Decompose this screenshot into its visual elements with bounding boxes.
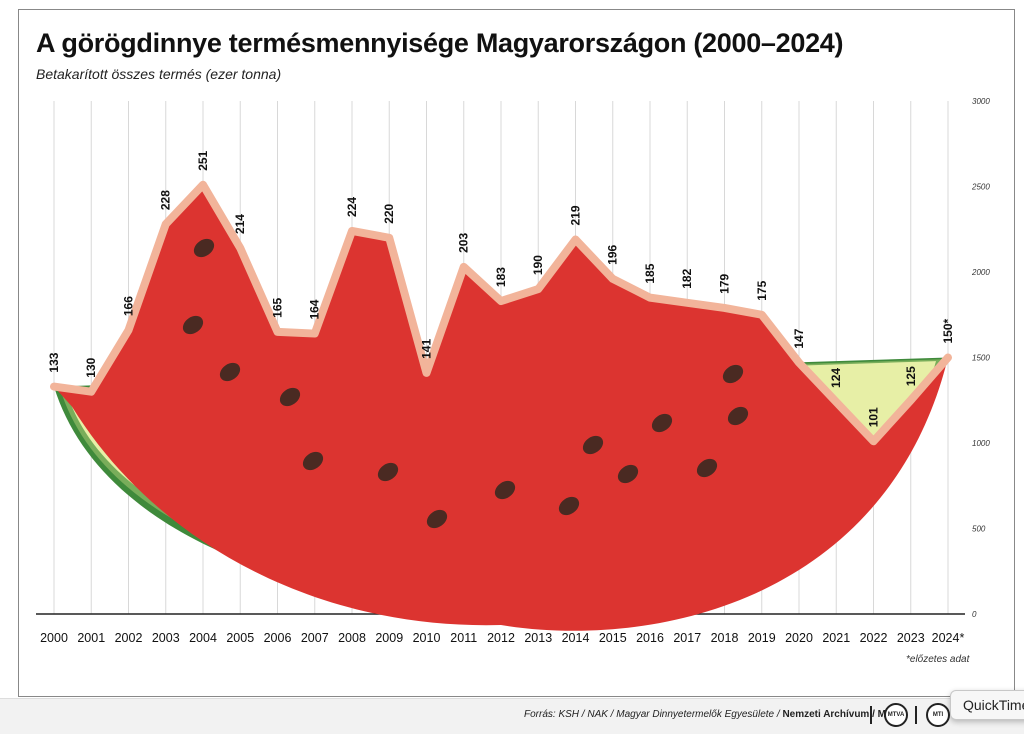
x-tick-label: 2008 bbox=[338, 631, 366, 645]
data-label: 133 bbox=[47, 352, 61, 372]
data-label: 220 bbox=[382, 203, 396, 223]
x-tick-label: 2009 bbox=[375, 631, 403, 645]
x-tick-label: 2016 bbox=[636, 631, 664, 645]
seed-icon bbox=[302, 451, 324, 471]
data-label: 214 bbox=[233, 214, 247, 234]
y-tick-label: 1500 bbox=[972, 354, 990, 363]
x-tick-label: 2018 bbox=[711, 631, 739, 645]
series-line bbox=[50, 180, 952, 446]
seed-icon bbox=[494, 480, 516, 500]
data-label: 224 bbox=[345, 197, 359, 217]
seed-icon bbox=[193, 238, 215, 258]
x-tick-label: 2006 bbox=[264, 631, 292, 645]
source-text: Forrás: KSH / NAK / Magyar Dinnyetermelő… bbox=[524, 709, 783, 720]
source-credit: Forrás: KSH / NAK / Magyar Dinnyetermelő… bbox=[524, 709, 895, 720]
data-label: 182 bbox=[680, 268, 694, 288]
x-tick-label: 2012 bbox=[487, 631, 515, 645]
x-tick-label: 2000 bbox=[40, 631, 68, 645]
preliminary-data-footnote: *előzetes adat bbox=[906, 654, 970, 665]
x-tick-label: 2020 bbox=[785, 631, 813, 645]
data-label: 101 bbox=[867, 407, 881, 427]
data-label: 130 bbox=[84, 357, 98, 377]
x-tick-label: 2007 bbox=[301, 631, 329, 645]
data-label: 203 bbox=[457, 233, 471, 253]
quicktime-tooltip: QuickTime bbox=[950, 690, 1024, 720]
seed-icon bbox=[219, 362, 241, 382]
data-label: 125 bbox=[904, 366, 918, 386]
x-tick-label: 2019 bbox=[748, 631, 776, 645]
x-tick-label: 2022 bbox=[860, 631, 888, 645]
x-tick-label: 2003 bbox=[152, 631, 180, 645]
x-tick-label: 2021 bbox=[822, 631, 850, 645]
x-tick-label: 2002 bbox=[115, 631, 143, 645]
x-tick-label: 2001 bbox=[77, 631, 105, 645]
y-tick-label: 2500 bbox=[971, 183, 990, 192]
x-tick-label: 2013 bbox=[524, 631, 552, 645]
data-label: 166 bbox=[122, 296, 136, 316]
flesh-area bbox=[54, 184, 948, 631]
y-tick-label: 2000 bbox=[971, 268, 990, 277]
data-label: 183 bbox=[494, 267, 508, 287]
seed-icon bbox=[426, 509, 448, 529]
data-label: 164 bbox=[308, 299, 322, 319]
footer-separator bbox=[870, 706, 872, 724]
footer-bar bbox=[0, 698, 1024, 734]
seed-icon bbox=[617, 464, 639, 484]
data-label: 150* bbox=[941, 318, 955, 343]
seed-icon bbox=[279, 387, 301, 407]
data-label: 175 bbox=[755, 280, 769, 300]
seed-icon bbox=[558, 496, 580, 516]
data-label: 179 bbox=[718, 274, 732, 294]
chart-subtitle: Betakarított összes termés (ezer tonna) bbox=[36, 66, 282, 82]
x-tick-label: 2017 bbox=[673, 631, 701, 645]
data-label: 165 bbox=[271, 298, 285, 318]
data-label: 185 bbox=[643, 263, 657, 283]
data-label: 219 bbox=[569, 205, 583, 225]
seed-icon bbox=[377, 462, 399, 482]
x-tick-label: 2010 bbox=[413, 631, 441, 645]
x-tick-label: 2014 bbox=[562, 631, 590, 645]
y-tick-label: 500 bbox=[972, 525, 986, 534]
footer-separator bbox=[915, 706, 917, 724]
x-tick-label: 2005 bbox=[226, 631, 254, 645]
seed-icon bbox=[727, 406, 749, 426]
data-label: 147 bbox=[792, 328, 806, 348]
x-tick-label: 2015 bbox=[599, 631, 627, 645]
seed-icon bbox=[722, 364, 744, 384]
chart-title: A görögdinnye termésmennyisége Magyarors… bbox=[36, 28, 844, 58]
y-tick-label: 3000 bbox=[972, 97, 990, 106]
source-archive: Nemzeti Archívum / MTI bbox=[782, 709, 895, 720]
seed-icon bbox=[582, 435, 604, 455]
seed-icon bbox=[182, 315, 204, 335]
x-tick-label: 2011 bbox=[450, 631, 477, 645]
mtva-logo-icon: MTVA bbox=[884, 703, 908, 727]
y-tick-label: 0 bbox=[972, 610, 977, 619]
data-label: 251 bbox=[196, 150, 210, 170]
data-label: 228 bbox=[159, 190, 173, 210]
data-label: 190 bbox=[531, 255, 545, 275]
mti-logo-icon: MTI bbox=[926, 703, 950, 727]
data-label: 196 bbox=[606, 244, 620, 264]
y-tick-label: 1000 bbox=[972, 439, 990, 448]
x-tick-label: 2023 bbox=[897, 631, 925, 645]
data-label: 141 bbox=[420, 339, 434, 359]
seed-icon bbox=[651, 413, 673, 433]
data-label: 124 bbox=[829, 368, 843, 388]
x-tick-label: 2024* bbox=[932, 631, 965, 645]
x-tick-label: 2004 bbox=[189, 631, 217, 645]
seed-icon bbox=[696, 458, 718, 478]
